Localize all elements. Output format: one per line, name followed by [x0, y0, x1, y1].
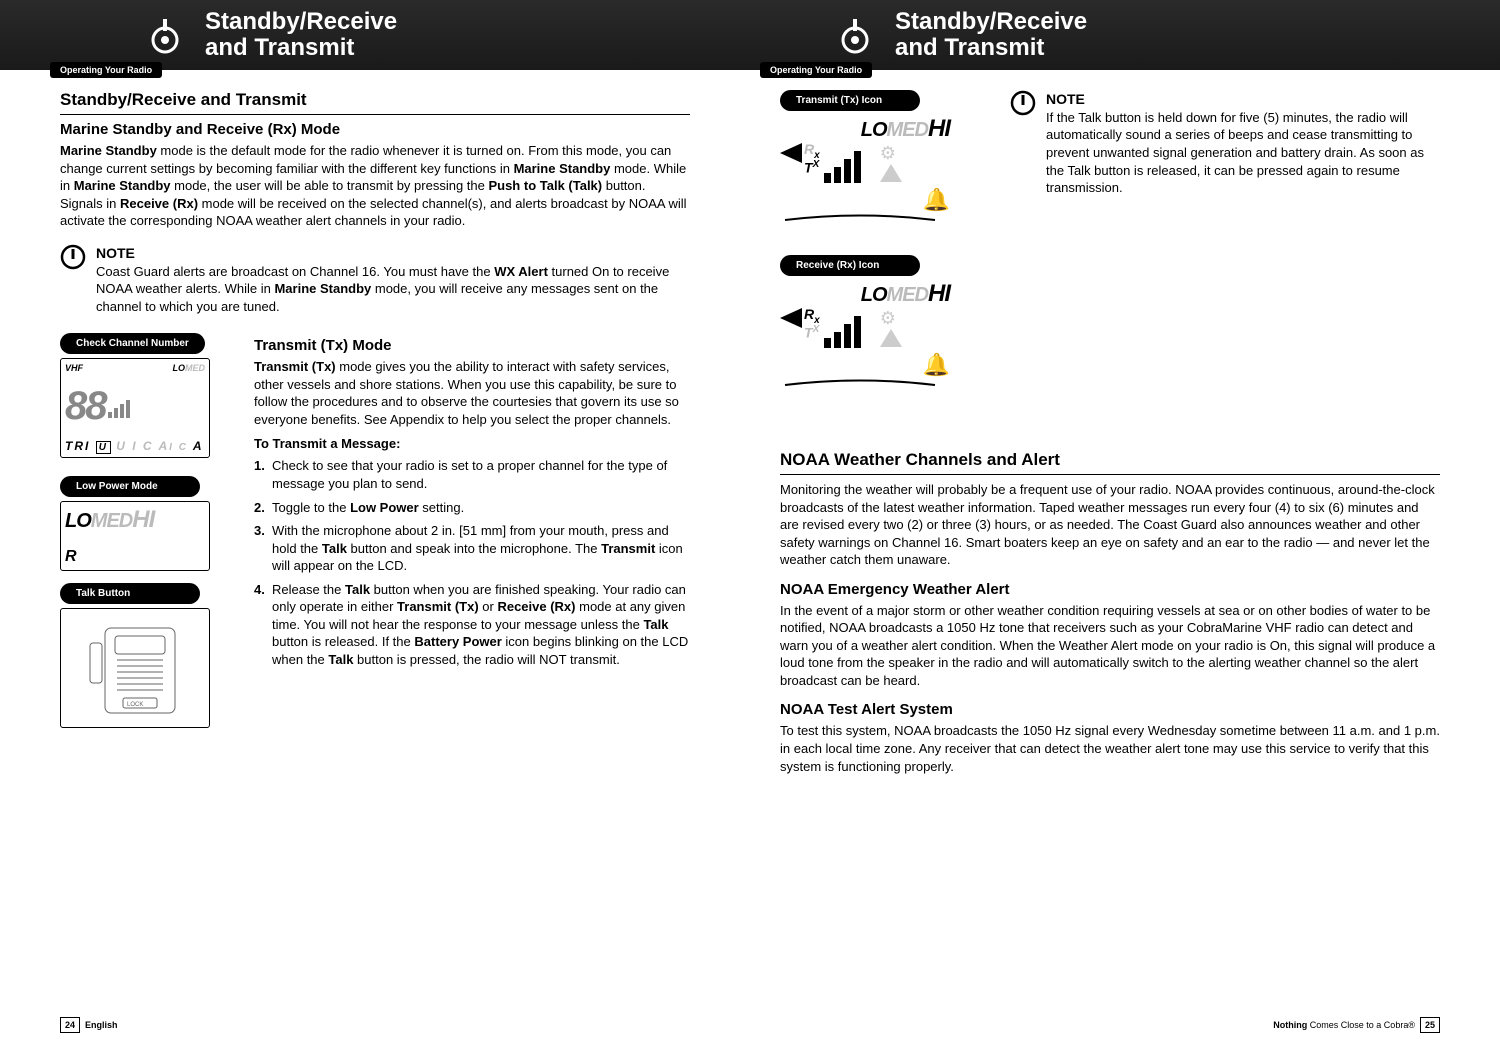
page-number-left: 24	[60, 1017, 80, 1033]
note-block-1: NOTE Coast Guard alerts are broadcast on…	[60, 244, 690, 316]
step-3: With the microphone about 2 in. [51 mm] …	[254, 522, 690, 575]
svg-text:LOCK: LOCK	[127, 702, 143, 708]
talk-button-illustration: LOCK	[60, 608, 210, 728]
callout-talk-button: Talk Button	[60, 583, 200, 604]
gear-icon: ⚙	[880, 308, 896, 328]
lcd-check-channel: VHFLOMED 88 TRI U U I C AI C A	[60, 358, 210, 458]
section-title: Standby/Receive and Transmit	[60, 90, 690, 110]
to-transmit-heading: To Transmit a Message:	[254, 436, 690, 451]
header-title: Standby/Receive and Transmit	[895, 9, 1087, 62]
note-icon	[1010, 90, 1036, 116]
note-block-2: NOTE If the Talk button is held down for…	[1010, 90, 1440, 197]
lcd-rx-icon: LOMEDHI Rx TX ⚙	[780, 280, 950, 420]
warning-icon	[880, 329, 902, 347]
radio-icon	[140, 10, 190, 60]
operating-badge: Operating Your Radio	[50, 62, 162, 78]
emergency-title: NOAA Emergency Weather Alert	[780, 581, 1440, 598]
footer-left: 24 English	[60, 1020, 690, 1030]
note-label: NOTE	[1046, 90, 1440, 109]
intro-paragraph: Marine Standby mode is the default mode …	[60, 142, 690, 230]
note-label: NOTE	[96, 244, 690, 263]
transmit-steps: Check to see that your radio is set to a…	[254, 457, 690, 668]
step-1: Check to see that your radio is set to a…	[254, 457, 690, 492]
lcd-tx-icon: LOMEDHI Rx TX ⚙	[780, 115, 950, 255]
subsection-title: Marine Standby and Receive (Rx) Mode	[60, 121, 690, 138]
callout-check-channel: Check Channel Number	[60, 333, 205, 354]
arrow-icon	[780, 308, 802, 328]
page-right: Standby/Receive and Transmit Operating Y…	[750, 0, 1500, 1050]
header-title: Standby/Receive and Transmit	[205, 9, 397, 62]
radio-icon	[830, 10, 880, 60]
tx-mode-title: Transmit (Tx) Mode	[254, 337, 690, 354]
emergency-paragraph: In the event of a major storm or other w…	[780, 602, 1440, 690]
page-number-right: 25	[1420, 1017, 1440, 1033]
noaa-paragraph: Monitoring the weather will probably be …	[780, 481, 1440, 569]
page-left: Standby/Receive and Transmit Operating Y…	[0, 0, 750, 1050]
lcd-low-power: LOMEDHI R	[60, 501, 210, 571]
callout-tx-icon: Transmit (Tx) Icon	[780, 90, 920, 111]
operating-badge: Operating Your Radio	[760, 62, 872, 78]
test-alert-paragraph: To test this system, NOAA broadcasts the…	[780, 722, 1440, 775]
test-alert-title: NOAA Test Alert System	[780, 701, 1440, 718]
section-rule	[60, 114, 690, 115]
bell-icon: 🔔	[923, 352, 950, 377]
header-bar-right: Standby/Receive and Transmit Operating Y…	[750, 0, 1500, 70]
step-2: Toggle to the Low Power setting.	[254, 499, 690, 517]
noaa-title: NOAA Weather Channels and Alert	[780, 450, 1440, 470]
callout-rx-icon: Receive (Rx) Icon	[780, 255, 920, 276]
bell-icon: 🔔	[923, 187, 950, 212]
arrow-icon	[780, 143, 802, 163]
tx-mode-paragraph: Transmit (Tx) mode gives you the ability…	[254, 358, 690, 428]
footer-right: Nothing Comes Close to a Cobra® 25	[810, 1020, 1440, 1030]
note-icon	[60, 244, 86, 270]
header-bar-left: Standby/Receive and Transmit Operating Y…	[0, 0, 750, 70]
warning-icon	[880, 164, 902, 182]
section-rule	[780, 474, 1440, 475]
callout-low-power: Low Power Mode	[60, 476, 200, 497]
gear-icon: ⚙	[880, 143, 896, 163]
step-4: Release the Talk button when you are fin…	[254, 581, 690, 669]
